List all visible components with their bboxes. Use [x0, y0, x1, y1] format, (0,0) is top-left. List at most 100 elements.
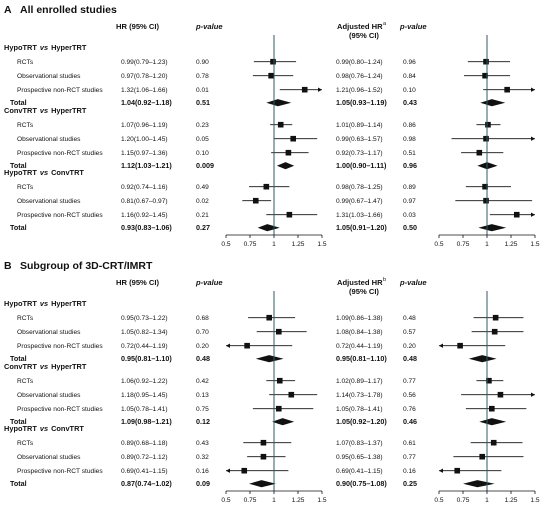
- p-value: 0.32: [196, 454, 209, 461]
- hr-ci-value: 0.81(0.67–0.97): [121, 198, 168, 205]
- adjusted-hr-ci-value: 1.07(0.83–1.37): [336, 440, 383, 447]
- x-tick-label: 0.75: [457, 497, 470, 504]
- pooled-adjusted-hr-diamond: [468, 355, 497, 363]
- group-header: HypoTRT vs ConvTRT: [4, 424, 84, 433]
- adjusted-hr-point: [479, 453, 485, 460]
- hr-ci-value: 0.69(0.41–1.15): [121, 468, 168, 475]
- panel-title: All enrolled studies: [20, 4, 117, 16]
- subgroup-label: Prospective non-RCT studies: [17, 343, 103, 350]
- header-adjusted-p-value: p-value: [399, 278, 427, 287]
- adjusted-hr-ci-value: 0.99(0.63–1.57): [336, 136, 383, 143]
- hr-point: [241, 467, 248, 474]
- hr-ci-value: 1.05(0.82–1.34): [121, 329, 168, 336]
- adjusted-p-value: 0.96: [403, 161, 417, 170]
- group-vs: vs: [40, 168, 48, 177]
- adjusted-hr-point: [490, 439, 497, 446]
- p-value: 0.42: [196, 378, 209, 385]
- adjusted-hr-ci-value: 0.72(0.44–1.19): [336, 343, 383, 350]
- adjusted-hr-ci-line-arrow: [531, 392, 535, 397]
- group-vs: vs: [40, 106, 48, 115]
- hr-ci-value: 1.06(0.92–1.22): [121, 378, 168, 385]
- p-value: 0.10: [196, 150, 209, 157]
- adjusted-p-value: 0.98: [403, 136, 416, 143]
- adjusted-hr-point: [483, 135, 489, 142]
- adjusted-p-value: 0.50: [403, 223, 417, 232]
- adjusted-hr-point: [486, 377, 492, 384]
- x-tick-label: 0.75: [244, 497, 257, 504]
- group-name-b: ConvTRT: [51, 424, 84, 433]
- hr-ci-value: 1.20(1.00–1.45): [121, 136, 168, 143]
- header-adjusted-p-value: p-value: [399, 22, 427, 31]
- adjusted-hr-ci-line-arrow: [439, 468, 443, 473]
- pooled-hr-diamond: [257, 224, 280, 232]
- hr-ci-value: 0.87(0.74–1.02): [121, 479, 172, 488]
- x-tick-label: 1.25: [505, 497, 518, 504]
- p-value: 0.12: [196, 417, 210, 426]
- adjusted-p-value: 0.84: [403, 73, 416, 80]
- total-label: Total: [10, 354, 27, 363]
- adjusted-hr-ci-value: 1.09(0.86–1.38): [336, 315, 383, 322]
- hr-point: [244, 342, 250, 349]
- adjusted-p-value: 0.03: [403, 212, 416, 219]
- group-header: HypoTRT vs HyperTRT: [4, 43, 87, 52]
- hr-ci-value: 0.95(0.73–1.22): [121, 315, 168, 322]
- header-adjusted-ci: (95% CI): [349, 287, 379, 296]
- hr-point: [268, 72, 274, 79]
- adjusted-hr-ci-value: 1.05(0.91–1.20): [336, 223, 387, 232]
- adjusted-hr-point: [476, 149, 483, 156]
- p-value: 0.75: [196, 406, 209, 413]
- x-tick-label: 0.5: [221, 241, 230, 248]
- adjusted-p-value: 0.97: [403, 198, 416, 205]
- group-name-b: ConvTRT: [51, 168, 84, 177]
- subgroup-label: Observational studies: [17, 136, 81, 143]
- p-value: 0.48: [196, 354, 210, 363]
- adjusted-hr-ci-line-arrow: [531, 212, 535, 217]
- total-label: Total: [10, 223, 27, 232]
- header-adjusted-hr-footnote: a: [383, 21, 387, 27]
- adjusted-hr-ci-value: 0.98(0.76–1.24): [336, 73, 383, 80]
- group-name-a: HypoTRT: [4, 168, 37, 177]
- adjusted-hr-point: [492, 314, 499, 321]
- pooled-hr-diamond: [272, 418, 295, 426]
- hr-ci-value: 1.07(0.96–1.19): [121, 122, 168, 129]
- hr-point: [285, 149, 292, 156]
- subgroup-label: RCTs: [17, 122, 34, 129]
- x-tick-label: 1.5: [530, 241, 539, 248]
- p-value: 0.90: [196, 59, 209, 66]
- p-value: 0.01: [196, 87, 209, 94]
- adjusted-hr-ci-value: 0.95(0.81–1.10): [336, 354, 387, 363]
- adjusted-hr-ci-value: 1.02(0.89–1.17): [336, 378, 383, 385]
- hr-point: [252, 197, 259, 204]
- adjusted-hr-ci-value: 1.14(0.73–1.78): [336, 392, 383, 399]
- adjusted-hr-ci-value: 0.69(0.41–1.15): [336, 468, 383, 475]
- adjusted-hr-ci-value: 1.01(0.89–1.14): [336, 122, 383, 129]
- group-name-a: ConvTRT: [4, 362, 37, 371]
- hr-point: [301, 86, 308, 93]
- hr-ci-value: 1.16(0.92–1.45): [121, 212, 168, 219]
- group-vs: vs: [40, 362, 48, 371]
- adjusted-p-value: 0.86: [403, 122, 416, 129]
- pooled-hr-diamond: [249, 480, 276, 488]
- hr-ci-line-arrow: [226, 468, 230, 473]
- adjusted-hr-ci-line-arrow: [531, 87, 535, 92]
- adjusted-p-value: 0.48: [403, 354, 417, 363]
- adjusted-p-value: 0.25: [403, 479, 417, 488]
- adjusted-hr-ci-value: 1.05(0.78–1.41): [336, 406, 383, 413]
- adjusted-hr-point: [497, 391, 504, 398]
- adjusted-hr-ci-value: 1.05(0.93–1.19): [336, 98, 387, 107]
- panel-letter: B: [4, 260, 12, 272]
- group-header: ConvTRT vs HyperTRT: [4, 106, 87, 115]
- header-p-value: p-value: [195, 22, 223, 31]
- hr-point: [260, 453, 267, 460]
- adjusted-p-value: 0.77: [403, 454, 416, 461]
- hr-ci-value: 1.15(0.97–1.36): [121, 150, 168, 157]
- x-tick-label: 1.25: [505, 241, 518, 248]
- panel-letter: A: [4, 4, 12, 16]
- adjusted-p-value: 0.61: [403, 440, 416, 447]
- hr-point: [290, 135, 296, 142]
- subgroup-label: RCTs: [17, 184, 34, 191]
- hr-ci-value: 1.09(0.98–1.21): [121, 417, 172, 426]
- group-vs: vs: [40, 43, 48, 52]
- hr-ci-value: 1.04(0.92–1.18): [121, 98, 172, 107]
- adjusted-hr-point: [457, 342, 463, 349]
